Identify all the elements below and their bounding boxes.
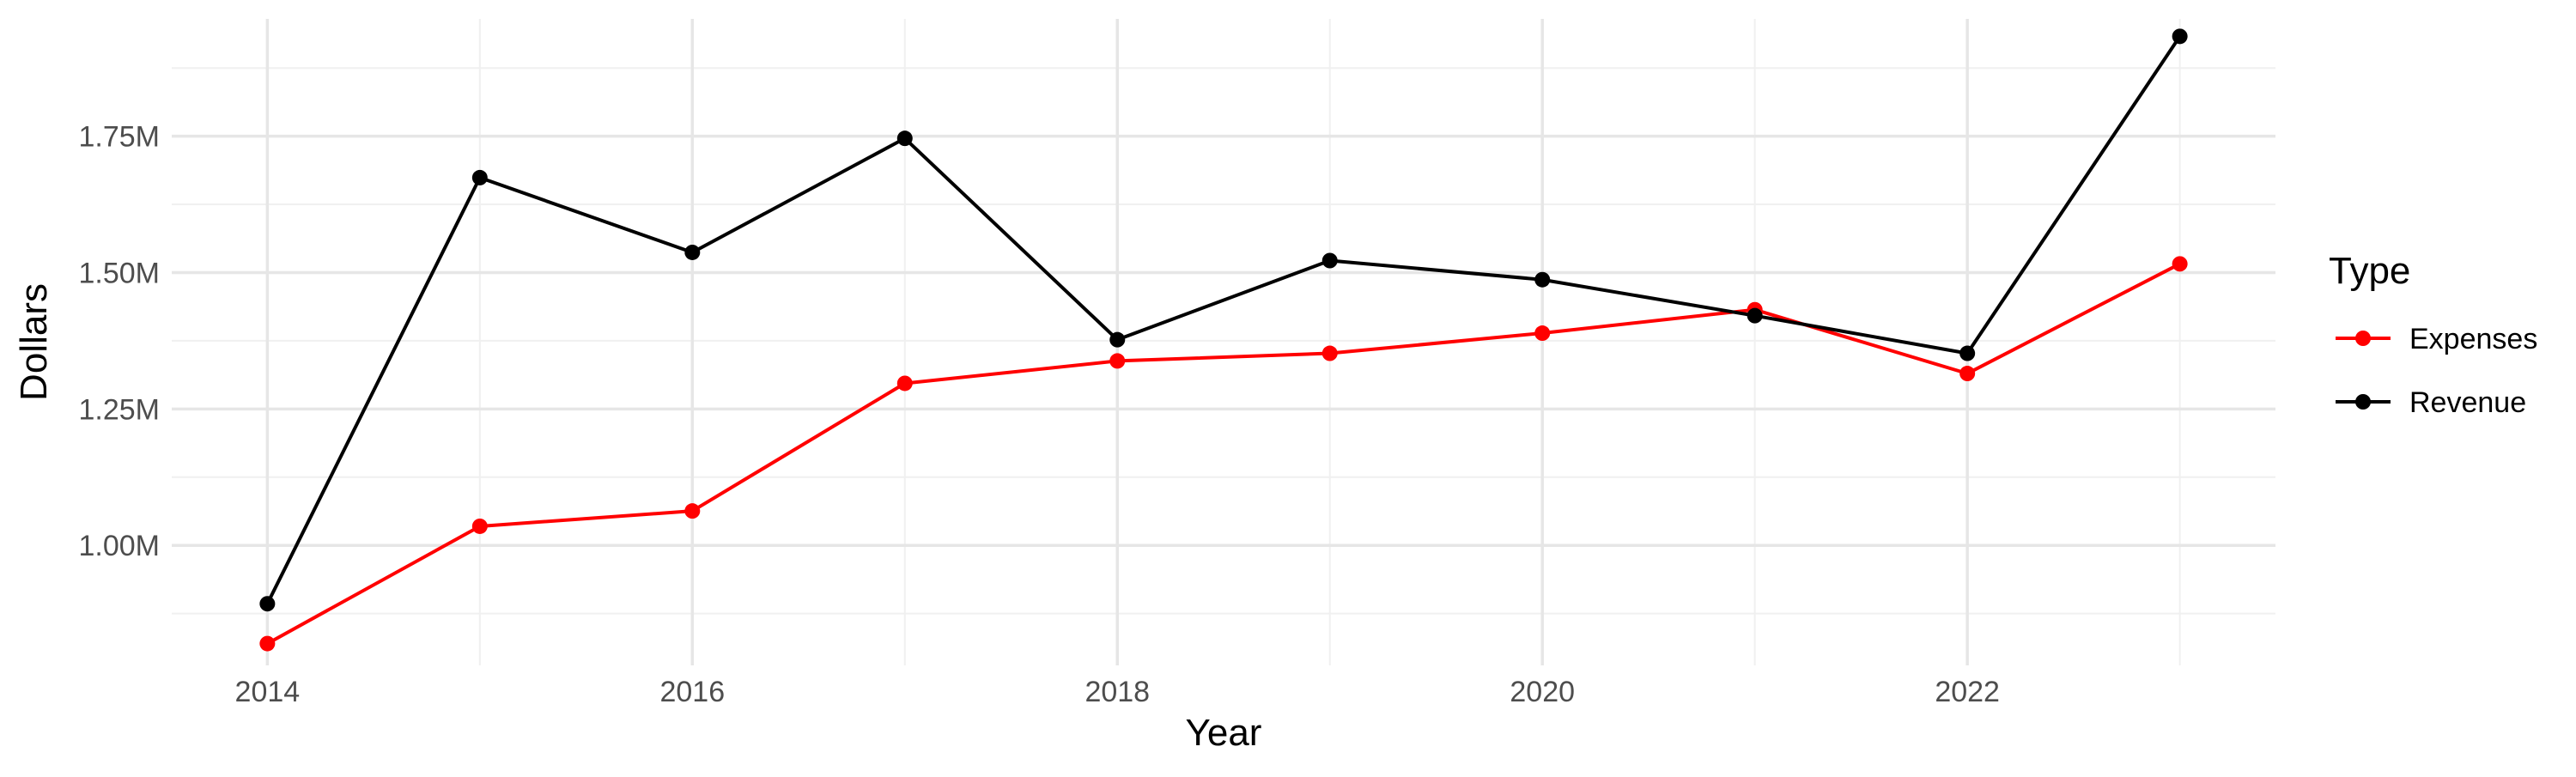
series-layer <box>259 28 2188 652</box>
x-tick-label: 2018 <box>1084 676 1150 708</box>
x-tick-label: 2022 <box>1935 676 2000 708</box>
data-point-expenses <box>684 503 701 519</box>
legend-key-point <box>2355 331 2371 346</box>
x-tick-label: 2016 <box>659 676 725 708</box>
y-tick-label: 1.50M <box>79 257 161 289</box>
data-point-revenue <box>1747 307 1763 324</box>
legend-label: Revenue <box>2409 386 2526 419</box>
data-point-expenses <box>1959 366 1976 382</box>
legend: Type Expenses Revenue <box>2329 250 2537 419</box>
legend-key-point <box>2355 394 2371 410</box>
x-tick-label: 2014 <box>235 676 301 708</box>
axes: Year Dollars 2014 2016 2018 2020 2022 1.00M 1.… <box>13 121 2000 754</box>
legend-title: Type <box>2329 250 2410 292</box>
data-point-revenue <box>684 244 701 260</box>
data-point-revenue <box>1534 271 1551 288</box>
data-point-expenses <box>471 518 488 534</box>
data-point-revenue <box>896 131 913 147</box>
data-point-expenses <box>1109 353 1126 369</box>
series-line-revenue <box>265 35 2182 605</box>
y-tick-label: 1.25M <box>79 393 161 426</box>
data-point-revenue <box>1109 331 1126 348</box>
grid <box>172 19 2275 665</box>
y-tick-label: 1.75M <box>79 121 161 154</box>
data-point-expenses <box>1534 325 1551 342</box>
x-axis-title: Year <box>1186 712 1262 754</box>
data-point-expenses <box>2172 256 2188 272</box>
data-point-revenue <box>259 596 276 612</box>
data-point-expenses <box>259 635 276 652</box>
y-axis-title: Dollars <box>13 283 55 401</box>
data-point-revenue <box>471 169 488 185</box>
series-line-expenses <box>266 262 2181 646</box>
y-tick-label: 1.00M <box>79 530 161 562</box>
data-point-revenue <box>1959 345 1976 361</box>
legend-label: Expenses <box>2409 323 2537 355</box>
data-point-expenses <box>1321 345 1338 361</box>
data-point-revenue <box>2172 28 2188 45</box>
x-tick-label: 2020 <box>1510 676 1575 708</box>
data-point-expenses <box>896 375 913 392</box>
data-point-revenue <box>1321 252 1338 269</box>
